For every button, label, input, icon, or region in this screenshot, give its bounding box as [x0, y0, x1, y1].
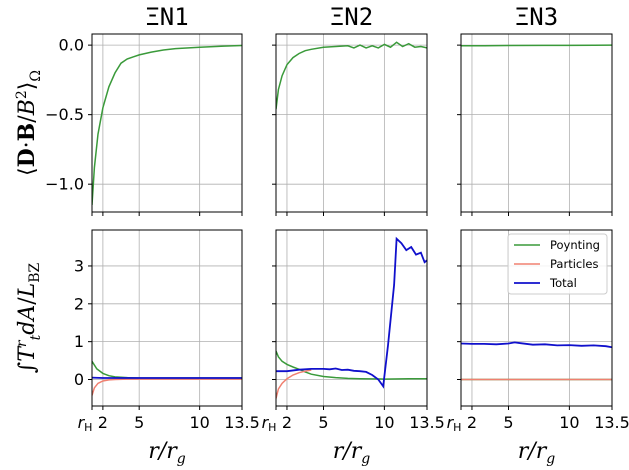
x-tick-label: 2 [98, 413, 108, 432]
x-tick-label: rH [447, 413, 462, 434]
x-tick-label: 5 [134, 413, 144, 432]
legend-label: Poynting [550, 238, 600, 252]
panel-top-3: ΞN3 [457, 3, 613, 216]
y-tick-label: 1 [74, 332, 84, 351]
x-tick-label: 2 [467, 413, 477, 432]
x-tick-label: rH [262, 413, 277, 434]
axes-frame [275, 33, 428, 213]
x-tick-label: 13.5 [594, 413, 629, 432]
panel-bottom-2: rH 2 5 10 13.5 r/rg [262, 229, 445, 467]
x-axis-label: r/rg [333, 439, 370, 467]
series-line-particles [92, 378, 242, 396]
axes-frame [91, 229, 243, 407]
axes-frame [460, 229, 613, 407]
x-tick-label: 10 [559, 413, 579, 432]
x-tick-label: 13.5 [224, 413, 260, 432]
series-line-poynting [276, 41, 427, 110]
y-tick-label: −0.5 [45, 105, 84, 124]
y-tick-label: 3 [74, 256, 84, 275]
panel-title: ΞN2 [330, 3, 373, 31]
x-tick-label: 10 [189, 413, 209, 432]
panel-top-2: ΞN2 [272, 3, 428, 216]
panel-title: ΞN3 [515, 3, 558, 31]
axes-frame [91, 33, 243, 213]
y-axis-label-bottom: ∫TrtdA/LBZ [14, 262, 44, 373]
x-axis-label: r/rg [518, 439, 555, 467]
x-tick-label: rH [78, 413, 93, 434]
legend: Poynting Particles Total [507, 233, 608, 295]
series-line-particles [276, 369, 312, 399]
x-axis-label: r/rg [148, 439, 185, 467]
series-line-poynting [92, 360, 242, 379]
axes-frame [275, 229, 428, 407]
x-tick-label: 5 [503, 413, 513, 432]
panel-bottom-3: rH 2 5 10 13.5 r/rg Poynting Particles Total [447, 229, 629, 467]
series-line-poynting [92, 44, 242, 206]
y-axis-label-top: ⟨D·B/B2⟩Ω [14, 70, 44, 176]
y-tick-label: −1.0 [45, 175, 84, 194]
axes-frame [460, 33, 613, 213]
legend-box [507, 233, 608, 295]
panel-top-1: 0.0 −0.5 −1.0 ΞN1 [45, 3, 243, 216]
legend-label: Total [549, 276, 577, 290]
series-line-poynting [276, 350, 427, 380]
panel-title: ΞN1 [145, 3, 188, 31]
series-line-total [461, 341, 612, 349]
series-line-poynting [461, 44, 612, 47]
y-tick-label: 0.0 [59, 36, 84, 55]
x-tick-label: 5 [318, 413, 328, 432]
x-tick-label: 10 [374, 413, 394, 432]
y-tick-label: 2 [74, 294, 84, 313]
x-tick-label: 13.5 [409, 413, 445, 432]
legend-label: Particles [550, 257, 598, 271]
x-tick-label: 2 [282, 413, 292, 432]
series-line-total [276, 236, 427, 389]
y-tick-label: 0 [74, 370, 84, 389]
